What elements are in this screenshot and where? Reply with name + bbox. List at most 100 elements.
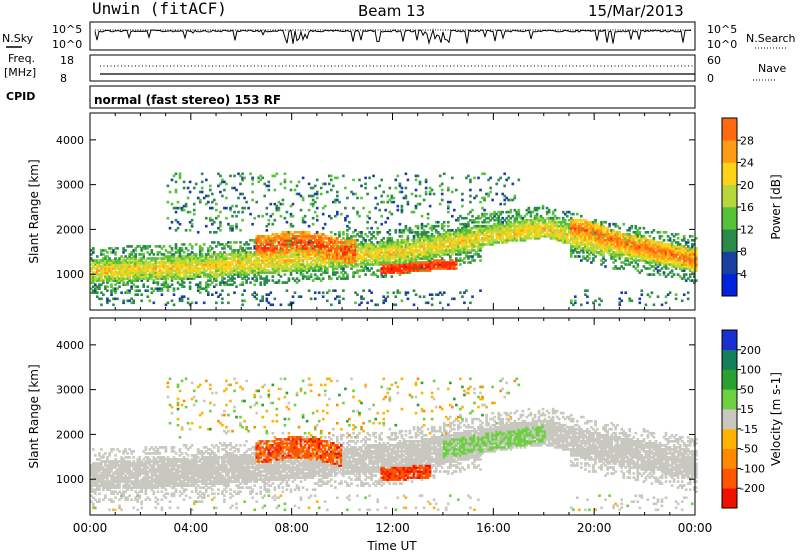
power-cell	[315, 269, 319, 272]
power-cell	[112, 279, 115, 282]
power-cell	[398, 291, 402, 295]
power-cell	[368, 239, 371, 242]
power-cell	[152, 259, 156, 262]
power-cell	[366, 247, 369, 250]
power-cell	[247, 257, 250, 260]
power-cell	[440, 188, 444, 192]
power-cell	[108, 277, 111, 280]
power-cell	[497, 224, 501, 228]
power-cell	[378, 249, 382, 252]
power-cell	[588, 224, 591, 228]
power-cell	[582, 229, 585, 232]
power-cell	[497, 222, 501, 226]
power-cell	[463, 261, 466, 264]
power-cell	[570, 231, 573, 234]
power-cell	[644, 239, 648, 242]
power-cell	[438, 265, 442, 268]
power-cell	[388, 259, 392, 262]
power-cell	[372, 174, 375, 178]
power-cell	[96, 259, 99, 262]
power-cell	[285, 281, 289, 284]
power-cell	[255, 200, 259, 204]
power-cell	[307, 257, 311, 260]
power-cell	[332, 241, 335, 244]
power-cell	[130, 285, 133, 289]
power-cell	[378, 259, 382, 262]
power-cell	[440, 245, 444, 248]
power-cell	[394, 259, 398, 262]
power-cell	[428, 269, 432, 272]
power-cell	[257, 241, 261, 244]
power-cell	[330, 261, 333, 264]
power-cell	[285, 243, 289, 246]
power-cell	[412, 235, 416, 238]
power-cell	[586, 251, 589, 254]
power-cell	[209, 265, 212, 268]
power-cell	[436, 251, 440, 254]
power-cell	[190, 271, 194, 274]
power-cell	[317, 291, 321, 295]
power-cell	[330, 178, 333, 182]
power-cell	[362, 257, 365, 260]
power-cell	[277, 208, 281, 212]
power-cell	[555, 224, 559, 228]
power-cell	[572, 222, 575, 226]
power-cell	[570, 251, 573, 254]
power-cell	[501, 241, 505, 244]
power-cell	[94, 285, 97, 289]
power-cell	[634, 245, 638, 248]
power-cell	[616, 267, 619, 270]
power-cell	[531, 224, 535, 228]
power-cell	[620, 299, 624, 303]
power-cell	[521, 226, 525, 230]
power-cell	[491, 226, 494, 230]
power-cell	[235, 241, 238, 244]
power-cell	[444, 241, 448, 244]
power-cell	[424, 190, 428, 194]
power-cell	[281, 239, 285, 242]
power-cell	[513, 196, 517, 200]
power-cell	[213, 220, 216, 224]
power-cell	[521, 216, 525, 220]
power-cell	[122, 283, 125, 287]
power-cell	[487, 241, 490, 244]
power-cell	[265, 269, 269, 272]
power-cell	[533, 235, 537, 238]
power-cell	[348, 253, 351, 256]
power-cell	[287, 239, 291, 242]
power-cell	[489, 233, 492, 236]
power-cell	[235, 271, 238, 274]
power-cell	[592, 222, 595, 226]
power-cell	[233, 273, 236, 276]
power-cell	[455, 243, 458, 246]
power-cell	[166, 259, 170, 262]
power-cell	[152, 257, 156, 260]
power-cell	[128, 279, 131, 282]
power-cell	[354, 192, 357, 196]
power-cell	[438, 247, 442, 250]
power-cell	[487, 231, 490, 234]
power-cell	[239, 257, 242, 260]
power-cell	[584, 293, 587, 297]
power-cell	[317, 269, 321, 272]
power-cell	[289, 224, 293, 228]
power-cell	[239, 192, 242, 196]
power-cell	[517, 233, 521, 236]
power-cell	[303, 245, 307, 248]
power-cell	[477, 224, 480, 228]
power-cell	[323, 255, 327, 258]
power-cell	[146, 285, 150, 289]
power-cell	[275, 251, 279, 254]
power-cell	[279, 235, 283, 238]
power-cell	[182, 180, 186, 184]
power-cell	[342, 253, 345, 256]
power-cell	[390, 261, 394, 264]
power-cell	[507, 214, 511, 218]
power-cell	[598, 253, 601, 256]
power-cell	[263, 235, 267, 238]
power-cell	[352, 271, 355, 274]
power-cell	[602, 243, 605, 246]
power-cell	[432, 247, 436, 250]
power-cell	[170, 275, 174, 278]
power-cell	[309, 261, 313, 264]
